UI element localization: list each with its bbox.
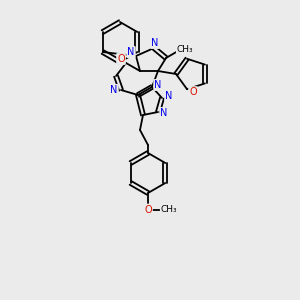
Text: O: O — [144, 205, 152, 215]
Text: N: N — [127, 47, 135, 57]
Text: O: O — [117, 54, 125, 64]
Text: N: N — [151, 38, 159, 48]
Text: N: N — [151, 38, 159, 48]
Text: CH₃: CH₃ — [161, 206, 177, 214]
Text: N: N — [165, 91, 173, 101]
Text: O: O — [117, 54, 125, 64]
Text: N: N — [160, 108, 168, 118]
Text: O: O — [189, 87, 197, 97]
Text: CH₃: CH₃ — [161, 206, 177, 214]
Text: N: N — [127, 47, 135, 57]
Text: N: N — [110, 85, 118, 95]
Text: N: N — [110, 85, 118, 95]
Text: N: N — [160, 108, 168, 118]
Text: O: O — [144, 205, 152, 215]
Text: N: N — [165, 91, 173, 101]
Text: CH₃: CH₃ — [177, 44, 193, 53]
Text: N: N — [154, 80, 162, 90]
Text: N: N — [154, 80, 162, 90]
Text: CH₃: CH₃ — [177, 44, 193, 53]
Text: O: O — [189, 87, 197, 97]
